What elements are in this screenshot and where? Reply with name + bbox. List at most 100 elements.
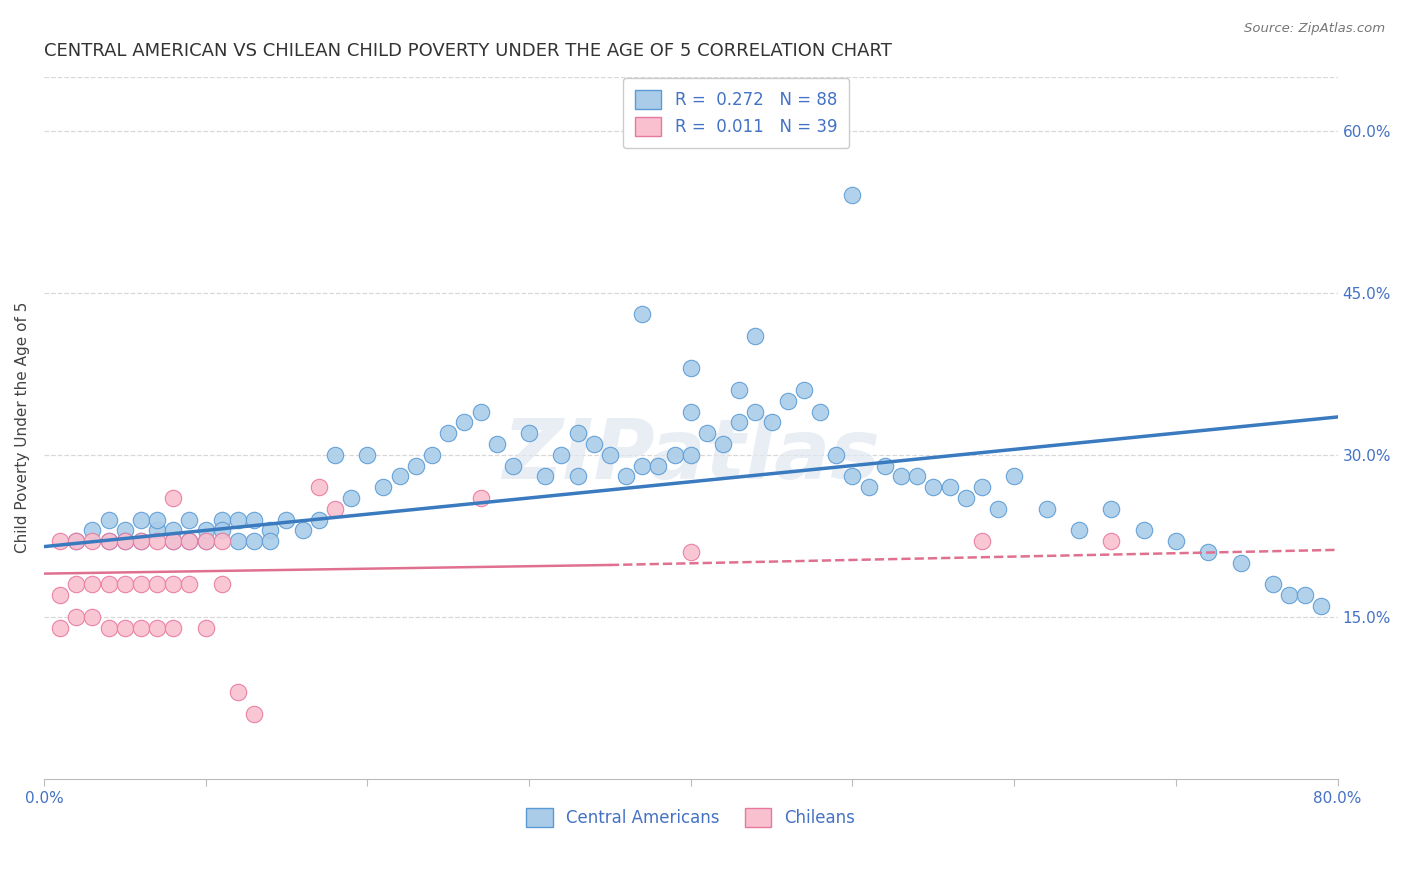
Point — [97, 513, 120, 527]
Point — [567, 469, 589, 483]
Point — [614, 469, 637, 483]
Y-axis label: Child Poverty Under the Age of 5: Child Poverty Under the Age of 5 — [15, 302, 30, 553]
Point — [162, 524, 184, 538]
Point — [679, 448, 702, 462]
Point — [340, 491, 363, 505]
Point — [905, 469, 928, 483]
Point — [517, 426, 540, 441]
Point — [114, 534, 136, 549]
Text: ZIPatlas: ZIPatlas — [502, 416, 880, 496]
Point — [323, 448, 346, 462]
Point — [226, 685, 249, 699]
Point — [890, 469, 912, 483]
Point — [162, 491, 184, 505]
Point — [194, 534, 217, 549]
Point — [1197, 545, 1219, 559]
Point — [114, 621, 136, 635]
Point — [647, 458, 669, 473]
Point — [323, 501, 346, 516]
Point — [129, 621, 152, 635]
Point — [114, 524, 136, 538]
Point — [728, 383, 751, 397]
Point — [129, 534, 152, 549]
Point — [179, 577, 201, 591]
Point — [776, 393, 799, 408]
Point — [65, 534, 87, 549]
Point — [211, 577, 233, 591]
Point — [146, 621, 169, 635]
Point — [194, 534, 217, 549]
Point — [1310, 599, 1333, 613]
Point — [211, 524, 233, 538]
Point — [211, 513, 233, 527]
Point — [226, 513, 249, 527]
Text: CENTRAL AMERICAN VS CHILEAN CHILD POVERTY UNDER THE AGE OF 5 CORRELATION CHART: CENTRAL AMERICAN VS CHILEAN CHILD POVERT… — [44, 42, 891, 60]
Point — [922, 480, 945, 494]
Point — [97, 577, 120, 591]
Point — [808, 404, 831, 418]
Point — [987, 501, 1010, 516]
Point — [194, 524, 217, 538]
Point — [129, 534, 152, 549]
Point — [1002, 469, 1025, 483]
Point — [146, 577, 169, 591]
Point — [841, 188, 863, 202]
Point — [308, 480, 330, 494]
Point — [453, 415, 475, 429]
Point — [793, 383, 815, 397]
Point — [97, 534, 120, 549]
Point — [1067, 524, 1090, 538]
Point — [82, 610, 104, 624]
Point — [970, 534, 993, 549]
Point — [728, 415, 751, 429]
Point — [388, 469, 411, 483]
Point — [938, 480, 960, 494]
Point — [420, 448, 443, 462]
Point — [129, 513, 152, 527]
Point — [162, 534, 184, 549]
Point — [470, 491, 492, 505]
Point — [970, 480, 993, 494]
Point — [1164, 534, 1187, 549]
Point — [65, 610, 87, 624]
Point — [114, 577, 136, 591]
Point — [1035, 501, 1057, 516]
Point — [226, 534, 249, 549]
Point — [146, 534, 169, 549]
Point — [82, 524, 104, 538]
Point — [1132, 524, 1154, 538]
Point — [82, 577, 104, 591]
Legend: Central Americans, Chileans: Central Americans, Chileans — [519, 801, 862, 834]
Point — [65, 534, 87, 549]
Point — [243, 534, 266, 549]
Point — [162, 621, 184, 635]
Point — [373, 480, 395, 494]
Point — [259, 524, 281, 538]
Point — [534, 469, 557, 483]
Point — [162, 577, 184, 591]
Point — [567, 426, 589, 441]
Point — [211, 534, 233, 549]
Point — [1261, 577, 1284, 591]
Point — [485, 437, 508, 451]
Point — [243, 707, 266, 722]
Point — [873, 458, 896, 473]
Point — [582, 437, 605, 451]
Point — [761, 415, 783, 429]
Point — [49, 534, 72, 549]
Point — [194, 621, 217, 635]
Point — [550, 448, 572, 462]
Point — [858, 480, 880, 494]
Point — [49, 588, 72, 602]
Point — [356, 448, 378, 462]
Point — [179, 534, 201, 549]
Point — [114, 534, 136, 549]
Point — [259, 534, 281, 549]
Point — [97, 534, 120, 549]
Point — [82, 534, 104, 549]
Point — [162, 534, 184, 549]
Point — [97, 621, 120, 635]
Point — [631, 458, 654, 473]
Point — [679, 404, 702, 418]
Point — [291, 524, 314, 538]
